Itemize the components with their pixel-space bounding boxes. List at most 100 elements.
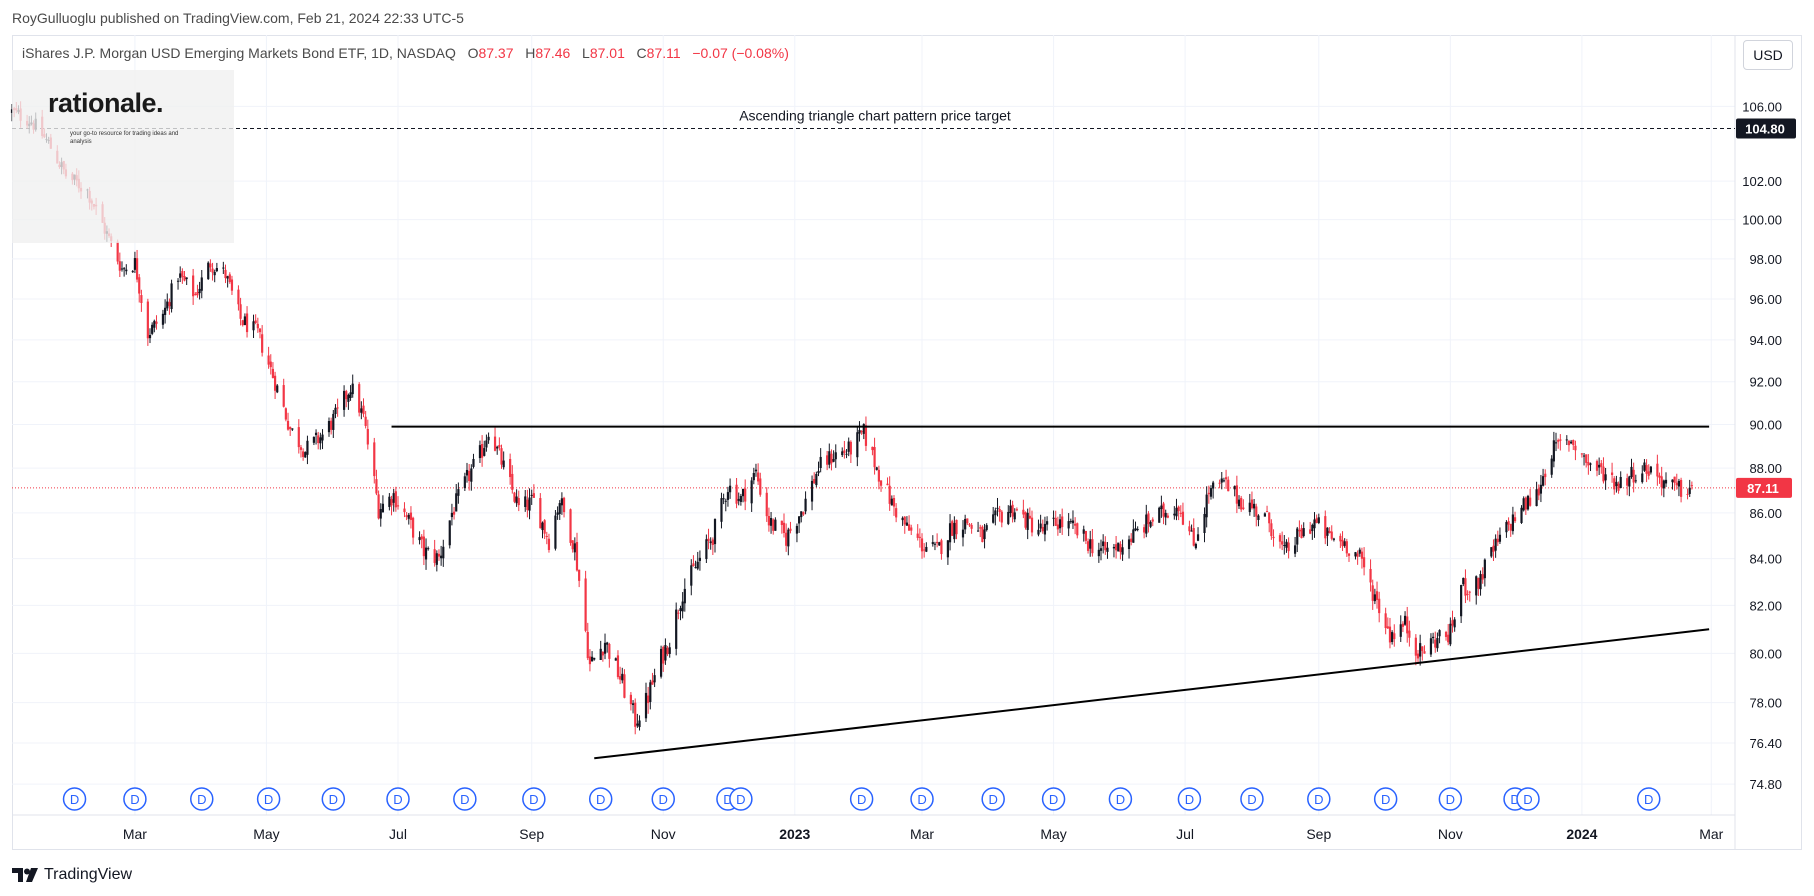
dividend-marker[interactable]: D: [453, 787, 477, 811]
candle: [276, 384, 279, 394]
dividend-marker[interactable]: D: [386, 787, 410, 811]
candle: [1158, 506, 1161, 523]
candle-body: [1585, 454, 1588, 463]
dividend-marker[interactable]: D: [651, 787, 675, 811]
candle: [1539, 474, 1543, 503]
candle-body: [936, 541, 939, 544]
candle: [312, 436, 316, 446]
tradingview-brand[interactable]: TradingView: [12, 866, 132, 884]
candle-body: [1054, 517, 1057, 526]
candle-body: [707, 538, 710, 541]
dividend-marker[interactable]: D: [256, 787, 281, 811]
candle-body: [10, 109, 14, 113]
candle: [381, 495, 385, 513]
dividend-marker[interactable]: D: [62, 787, 87, 811]
candle: [961, 520, 965, 547]
candle-body: [1466, 593, 1469, 595]
dividend-marker[interactable]: D: [849, 787, 874, 811]
candle-body: [590, 656, 594, 662]
dividend-marker[interactable]: D: [1373, 787, 1398, 811]
candle-body: [1293, 545, 1297, 554]
candle-body: [254, 320, 257, 323]
dividend-marker[interactable]: D: [1041, 787, 1066, 811]
candle-body: [815, 474, 818, 486]
candle: [1250, 491, 1254, 510]
candle-body: [713, 519, 717, 545]
candle: [168, 298, 171, 315]
dividend-marker[interactable]: D: [522, 787, 546, 811]
candle-body: [481, 443, 484, 458]
candle: [420, 534, 423, 549]
dividend-marker[interactable]: D: [588, 787, 613, 811]
candle: [407, 512, 410, 525]
candle: [146, 298, 149, 346]
candle-body: [992, 514, 995, 523]
candle-body: [985, 525, 988, 530]
dividend-marker[interactable]: D: [123, 787, 147, 811]
dividend-marker[interactable]: D: [1240, 787, 1264, 811]
candle: [1058, 514, 1062, 533]
dividend-icon-label: D: [659, 792, 668, 807]
candle: [1535, 481, 1538, 507]
dividend-marker[interactable]: D: [1307, 787, 1331, 811]
candle: [1127, 535, 1131, 559]
candle: [342, 385, 346, 417]
candle: [336, 398, 339, 417]
candle: [1585, 454, 1588, 468]
candle: [299, 444, 303, 458]
candle-body: [209, 263, 212, 268]
dividend-marker[interactable]: D: [190, 787, 214, 811]
candle: [933, 541, 937, 551]
candle-body: [601, 651, 604, 656]
candle: [1147, 511, 1150, 533]
time-tick-label: May: [1040, 826, 1066, 842]
dividend-marker[interactable]: D: [981, 787, 1005, 811]
dividend-marker[interactable]: D: [910, 787, 934, 811]
candle: [1475, 575, 1478, 605]
candle-body: [608, 644, 611, 659]
candle-body: [1145, 514, 1148, 534]
candle: [1278, 533, 1282, 549]
symbol-title[interactable]: iShares J.P. Morgan USD Emerging Markets…: [22, 45, 456, 61]
candle-body: [1537, 488, 1540, 496]
dividend-marker[interactable]: D: [1177, 787, 1202, 811]
candle-body: [558, 503, 561, 514]
candle: [1354, 551, 1357, 560]
price-tick-label: 86.00: [1749, 506, 1782, 521]
dividend-marker[interactable]: D: [729, 787, 753, 811]
candle-body: [664, 645, 667, 661]
candle-body: [327, 421, 331, 433]
candle-body: [261, 334, 264, 353]
candle: [1218, 479, 1221, 489]
candle-body: [334, 407, 337, 414]
candle-body: [276, 385, 279, 393]
candle: [1102, 534, 1105, 554]
dividend-icon: [453, 787, 477, 811]
candle-body: [465, 469, 469, 476]
dividend-icon-label: D: [1510, 792, 1519, 807]
currency-button[interactable]: USD: [1743, 40, 1793, 70]
candle: [1330, 525, 1333, 541]
candle: [183, 270, 186, 282]
candle-body: [211, 268, 214, 273]
candle: [1347, 553, 1351, 562]
dividend-marker[interactable]: D: [1438, 787, 1463, 811]
chart-legend: iShares J.P. Morgan USD Emerging Markets…: [22, 45, 789, 61]
dividend-marker[interactable]: D: [1516, 787, 1540, 811]
candle-body: [470, 468, 473, 482]
candle-body: [810, 480, 814, 502]
candle: [1298, 520, 1301, 537]
candle: [619, 666, 622, 685]
candle: [1052, 510, 1055, 527]
candle-body: [511, 473, 514, 490]
candle-body: [524, 496, 527, 507]
dividend-marker[interactable]: D: [1108, 787, 1133, 811]
candle: [1313, 512, 1316, 538]
candle-body: [1039, 523, 1042, 529]
dividend-marker[interactable]: D: [321, 787, 346, 811]
candle: [664, 638, 667, 665]
candle: [1237, 495, 1241, 510]
dividend-marker[interactable]: D: [1636, 787, 1661, 811]
candle-body: [1011, 504, 1014, 517]
